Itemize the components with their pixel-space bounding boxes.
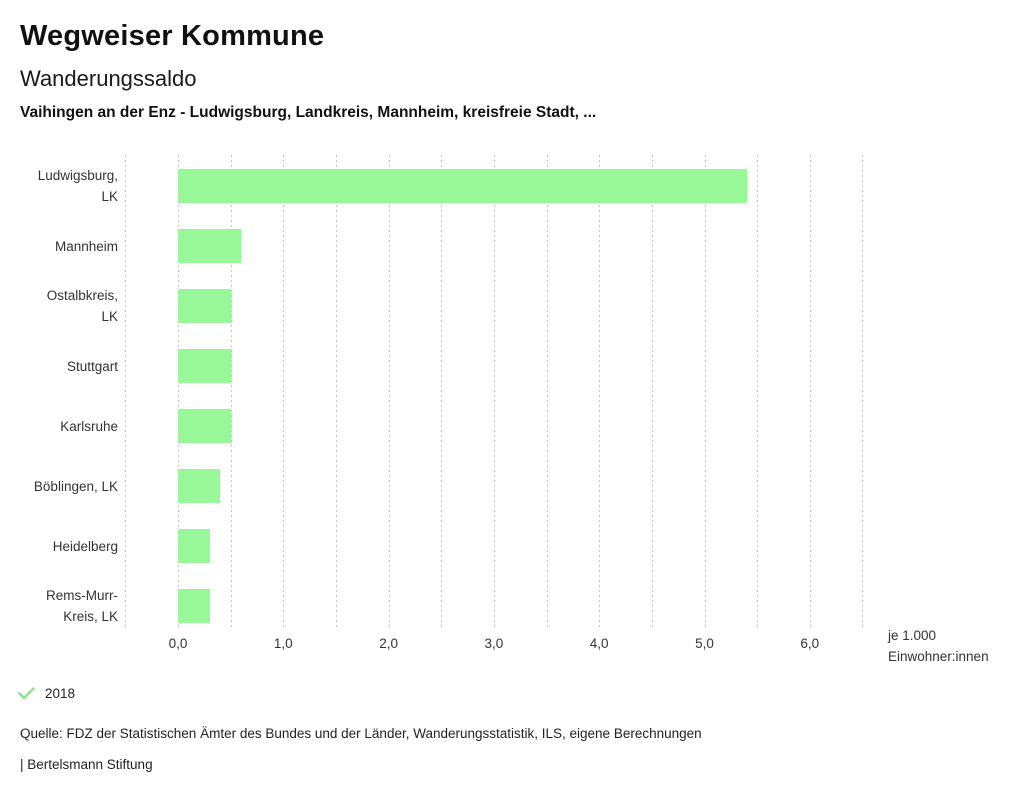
gridline [862,155,864,630]
legend-year[interactable]: 2018 [18,686,75,701]
bar[interactable] [178,169,747,203]
gridline [335,155,337,630]
category-label: Karlsruhe [60,418,118,434]
legend-year-label: 2018 [45,686,76,701]
bar[interactable] [178,409,231,443]
gridline [757,155,759,630]
bar[interactable] [178,589,210,623]
category-label: Ludwigsburg, LK [37,168,118,204]
gridline [125,155,127,630]
bar[interactable] [178,289,231,323]
axis-unit-label: je 1.000 Einwohner:innen [888,625,989,667]
category-label: Heidelberg [52,538,118,554]
gridline [546,155,548,630]
x-tick-label: 3,0 [484,636,504,651]
x-tick-label: 1,0 [273,636,293,651]
axis-unit-line2: Einwohner:innen [888,649,989,664]
gridline [388,155,390,630]
bar[interactable] [178,349,231,383]
check-icon [18,687,35,700]
x-tick-label: 5,0 [695,636,714,651]
attribution: | Bertelsmann Stiftung [20,757,153,772]
bar[interactable] [178,469,221,503]
gridline [809,155,811,630]
x-tick-label: 2,0 [379,636,398,651]
gridline [178,155,179,630]
chart-title: Wanderungssaldo [20,66,197,91]
gridline [283,155,285,630]
category-label: Rems-Murr- Kreis, LK [46,588,118,624]
bar[interactable] [178,229,242,263]
gridline [441,155,443,630]
chart-subtitle: Vaihingen an der Enz - Ludwigsburg, Land… [20,104,597,121]
category-label: Böblingen, LK [33,478,118,494]
x-tick-label: 6,0 [800,636,820,651]
x-tick-label: 4,0 [589,636,609,651]
gridline [230,155,232,630]
category-label: Mannheim [54,238,118,254]
gridline [493,155,495,630]
category-label: Ostalbkreis, LK [46,288,118,324]
bar[interactable] [178,529,210,563]
app-title: Wegweiser Kommune [20,20,325,52]
source-note: Quelle: FDZ der Statistischen Ämter des … [20,726,702,741]
gridline [599,155,601,630]
gridline [704,155,706,630]
axis-unit-line1: je 1.000 [888,628,937,643]
category-label: Stuttgart [66,358,118,374]
gridline [651,155,653,630]
x-tick-label: 0,0 [168,636,188,651]
